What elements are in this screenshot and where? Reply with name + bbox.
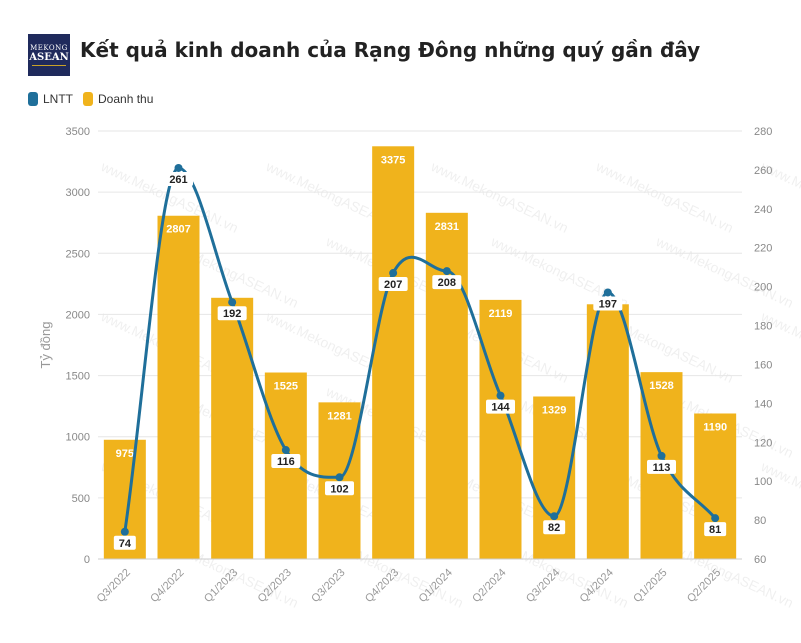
profit-label-bg bbox=[378, 277, 408, 292]
profit-point bbox=[550, 512, 559, 521]
y-left-tick-label: 3000 bbox=[66, 187, 90, 199]
y-left-tick-label: 2000 bbox=[66, 309, 90, 321]
profit-label: 197 bbox=[599, 298, 617, 310]
revenue-bar-label: 2119 bbox=[489, 308, 513, 320]
y-left-tick-label: 500 bbox=[72, 493, 90, 505]
revenue-bar bbox=[586, 304, 629, 559]
profit-point bbox=[389, 269, 398, 278]
profit-label: 208 bbox=[438, 277, 456, 289]
x-tick-label: Q1/2025 bbox=[631, 567, 669, 605]
revenue-bar bbox=[157, 215, 200, 559]
chart-header: MEKONG ASEAN Kết quả kinh doanh của Rạng… bbox=[28, 34, 788, 78]
revenue-bar bbox=[694, 413, 737, 559]
profit-label: 207 bbox=[384, 279, 402, 291]
logo-line-2: ASEAN bbox=[29, 52, 69, 63]
profit-label: 113 bbox=[653, 462, 671, 474]
profit-point bbox=[281, 446, 290, 455]
profit-label: 261 bbox=[169, 174, 187, 186]
revenue-bar-label: 2831 bbox=[435, 221, 459, 233]
legend-label-lntt: LNTT bbox=[43, 92, 73, 106]
chart-title: Kết quả kinh doanh của Rạng Đông những q… bbox=[80, 38, 701, 62]
y-left-tick-label: 0 bbox=[84, 554, 90, 566]
profit-point bbox=[442, 267, 451, 276]
profit-label-bg bbox=[704, 522, 727, 537]
watermark-text: www.MekongASEAN.vn bbox=[758, 308, 801, 386]
revenue-bar-label: 3375 bbox=[381, 154, 405, 166]
legend-swatch-lntt bbox=[28, 92, 38, 106]
profit-label-bg bbox=[164, 171, 193, 186]
x-tick-label: Q2/2024 bbox=[470, 567, 508, 605]
legend-label-doanh-thu: Doanh thu bbox=[98, 92, 154, 106]
brand-logo: MEKONG ASEAN bbox=[28, 34, 70, 76]
legend-item-doanh-thu[interactable]: Doanh thu bbox=[83, 92, 153, 106]
y-axis-title: Tỷ đồng bbox=[38, 322, 53, 369]
profit-label: 116 bbox=[277, 456, 295, 468]
legend-swatch-doanh-thu bbox=[83, 92, 93, 106]
profit-line-labels: 74 261 192 116 102 207 208 144 82 197 113 81 bbox=[113, 171, 727, 550]
revenue-bar-label: 1329 bbox=[542, 404, 566, 416]
profit-line bbox=[120, 163, 720, 536]
logo-line-1: MEKONG bbox=[30, 44, 68, 52]
y-left-tick-label: 2500 bbox=[66, 248, 90, 260]
profit-label: 102 bbox=[330, 483, 348, 495]
y-right-tick-label: 220 bbox=[754, 243, 772, 255]
profit-point bbox=[496, 391, 505, 400]
y-right-tick-label: 80 bbox=[754, 515, 766, 527]
profit-point bbox=[174, 163, 183, 172]
y-right-tick-label: 140 bbox=[754, 398, 772, 410]
y-right-tick-label: 60 bbox=[754, 554, 766, 566]
profit-label: 144 bbox=[491, 402, 510, 414]
chart-legend: LNTT Doanh thu bbox=[28, 92, 163, 106]
profit-label-bg bbox=[543, 520, 566, 535]
y-right-tick-label: 280 bbox=[754, 126, 772, 138]
y-right-tick-label: 240 bbox=[754, 204, 772, 216]
revenue-bar bbox=[479, 299, 522, 559]
watermark-text: www.MekongASEAN.vn bbox=[653, 233, 796, 311]
revenue-bar-label: 1528 bbox=[649, 380, 673, 392]
profit-point bbox=[603, 288, 612, 297]
revenue-bar-label: 1281 bbox=[327, 410, 351, 422]
revenue-bar-label: 1190 bbox=[703, 421, 727, 433]
revenue-bar-label: 975 bbox=[116, 448, 134, 460]
revenue-bar bbox=[372, 146, 415, 560]
logo-underline bbox=[32, 65, 66, 66]
x-tick-label: Q2/2025 bbox=[685, 567, 723, 605]
x-tick-label: Q4/2022 bbox=[148, 567, 186, 605]
profit-label-bg bbox=[432, 275, 462, 290]
profit-label-bg bbox=[486, 399, 515, 414]
profit-point bbox=[657, 451, 666, 460]
profit-label-bg bbox=[325, 481, 354, 496]
profit-point bbox=[335, 473, 344, 482]
profit-label: 192 bbox=[223, 308, 241, 320]
profit-label-bg bbox=[113, 535, 136, 550]
profit-label: 81 bbox=[709, 524, 721, 536]
y-left-tick-label: 1000 bbox=[66, 432, 90, 444]
profit-label-bg bbox=[647, 459, 676, 474]
y-right-tick-label: 180 bbox=[754, 321, 772, 333]
y-right-tick-label: 160 bbox=[754, 359, 772, 371]
revenue-bar-label: 1525 bbox=[274, 381, 298, 393]
legend-item-lntt[interactable]: LNTT bbox=[28, 92, 73, 106]
y-left-tick-label: 1500 bbox=[66, 371, 90, 383]
profit-point bbox=[711, 514, 720, 523]
y-right-tick-label: 120 bbox=[754, 437, 772, 449]
revenue-bar-label: 2807 bbox=[166, 224, 190, 236]
profit-label-bg bbox=[271, 454, 301, 469]
revenue-bar bbox=[211, 297, 254, 559]
y-left-tick-label: 3500 bbox=[66, 126, 90, 138]
y-right-tick-label: 100 bbox=[754, 476, 772, 488]
y-right-tick-label: 260 bbox=[754, 165, 772, 177]
y-right-tick-label: 200 bbox=[754, 282, 772, 294]
revenue-bar-labels: 975 2807 1525 1281 3375 2831 2119 1329 1528 1190 bbox=[116, 154, 727, 459]
profit-label-bg bbox=[217, 306, 247, 321]
x-tick-label: Q3/2022 bbox=[95, 567, 133, 605]
profit-label: 74 bbox=[119, 538, 132, 550]
x-tick-label: Q3/2023 bbox=[309, 567, 347, 605]
watermark-text: www.MekongASEAN.vn bbox=[593, 158, 736, 236]
profit-point bbox=[228, 298, 237, 307]
profit-point bbox=[120, 527, 129, 536]
profit-label: 82 bbox=[548, 522, 560, 534]
profit-label-bg bbox=[593, 296, 623, 311]
